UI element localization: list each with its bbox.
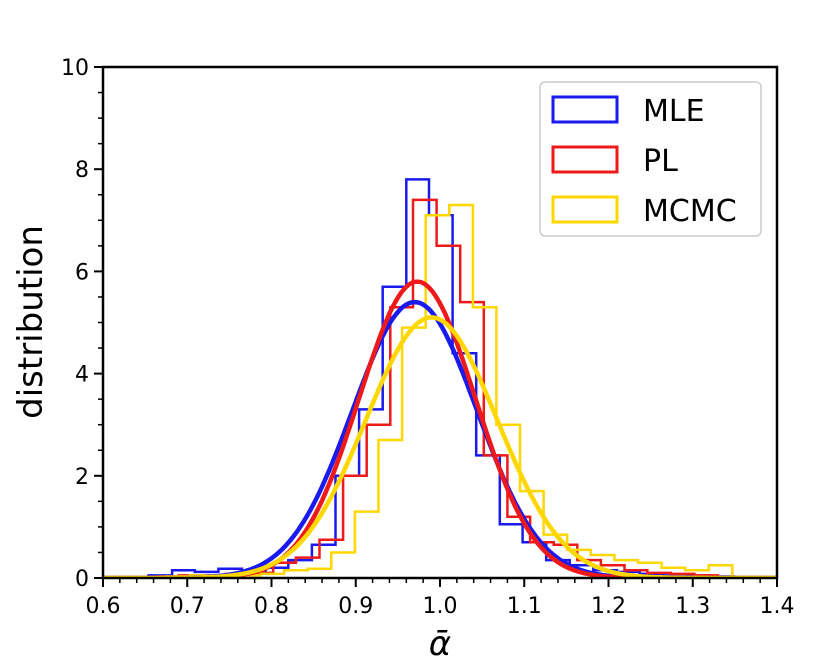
x-tick-label: 1.1: [507, 594, 542, 619]
y-tick-label: 10: [61, 56, 89, 81]
histogram-mcmc: [164, 203, 734, 578]
legend: MLE PL MCMC: [539, 81, 762, 237]
x-tick-label: 1.3: [675, 594, 710, 619]
y-tick-label: 8: [75, 158, 89, 183]
x-axis-title: ᾱ: [429, 624, 451, 664]
y-tick-label: 6: [75, 260, 89, 285]
legend-swatch-mle: [551, 95, 619, 124]
y-axis-title: distribution: [11, 225, 51, 419]
fit-curve-mle: [103, 299, 777, 578]
legend-label-mcmc: MCMC: [643, 194, 737, 229]
legend-swatch-mcmc: [551, 195, 619, 224]
x-tick-label: 1.4: [760, 594, 795, 619]
y-tick-label: 0: [75, 567, 89, 592]
x-tick-label: 0.7: [170, 594, 205, 619]
fit-curve-mcmc: [103, 315, 777, 578]
y-tick-label: 2: [75, 465, 89, 490]
legend-label-pl: PL: [643, 144, 678, 179]
x-tick-label: 0.9: [338, 594, 373, 619]
x-tick-label: 1.2: [591, 594, 626, 619]
histogram-pl: [154, 198, 720, 578]
histogram-mle: [147, 178, 736, 578]
legend-swatch-pl: [551, 145, 619, 174]
x-tick-label: 0.8: [254, 594, 289, 619]
x-tick-label: 0.6: [86, 594, 121, 619]
legend-label-mle: MLE: [643, 94, 705, 129]
y-tick-label: 4: [75, 363, 89, 388]
x-tick-label: 1.0: [423, 594, 458, 619]
